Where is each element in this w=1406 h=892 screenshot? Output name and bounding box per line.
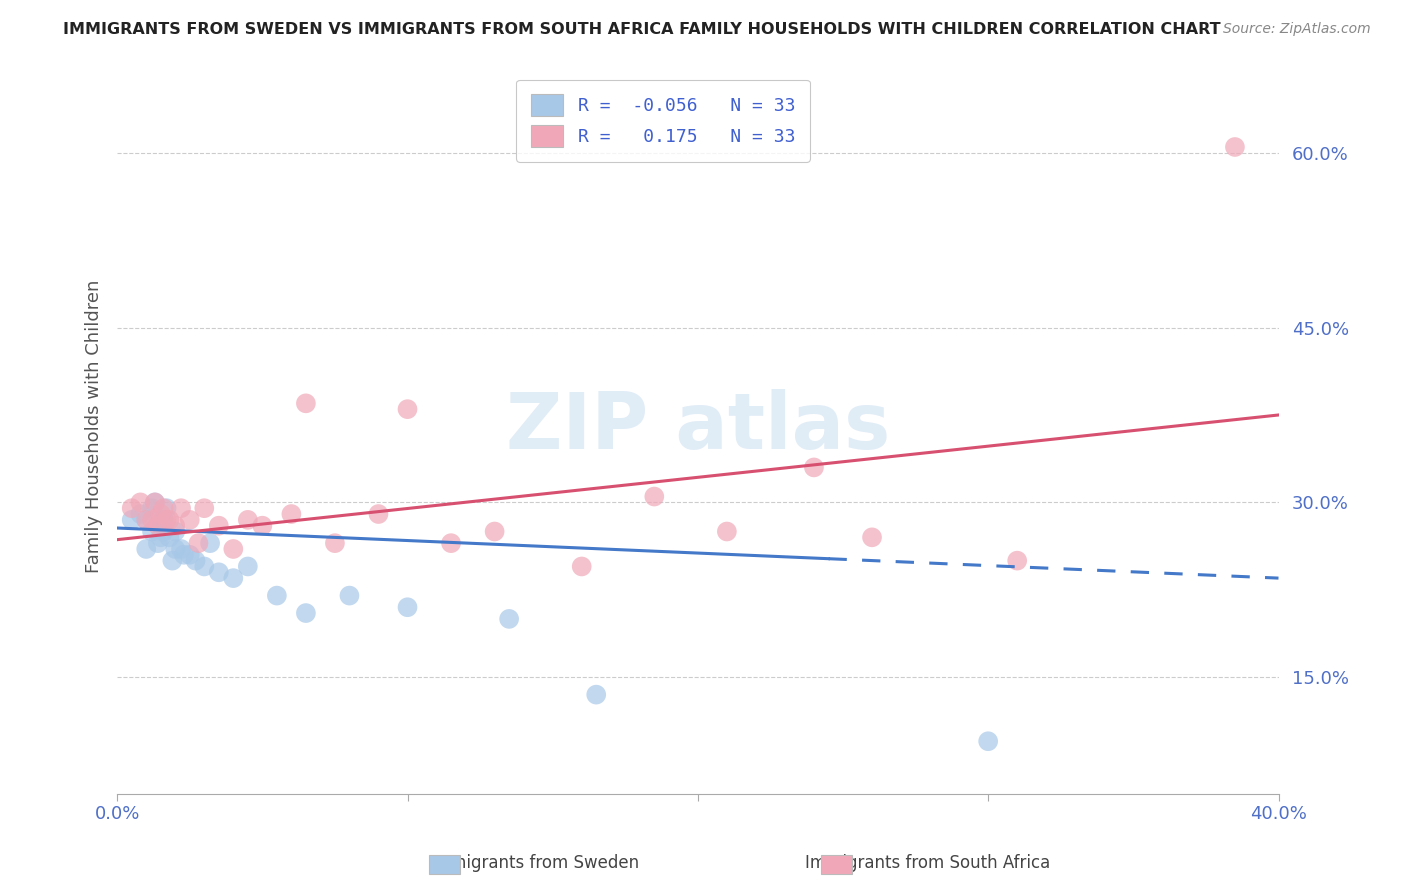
Point [222,571,245,585]
Point [208,518,231,533]
Point [193,559,215,574]
Y-axis label: Family Households with Children: Family Households with Children [86,280,103,574]
Point [149,507,172,521]
Point [143,495,166,509]
Legend: R =  -0.056   N = 33, R =   0.175   N = 33: R = -0.056 N = 33, R = 0.175 N = 33 [516,79,810,161]
Point [135,513,157,527]
Text: IMMIGRANTS FROM SWEDEN VS IMMIGRANTS FROM SOUTH AFRICA FAMILY HOUSEHOLDS WITH CH: IMMIGRANTS FROM SWEDEN VS IMMIGRANTS FRO… [63,22,1220,37]
Point [440,536,463,550]
Point [236,513,259,527]
Point [236,559,259,574]
Text: Immigrants from South Africa: Immigrants from South Africa [806,855,1050,872]
Point [295,606,318,620]
Point [179,513,201,527]
Point [187,536,209,550]
Point [155,501,177,516]
Text: Source: ZipAtlas.com: Source: ZipAtlas.com [1223,22,1371,37]
Point [121,513,143,527]
Point [208,566,231,580]
Point [152,524,174,539]
Point [1223,140,1246,154]
Point [159,513,181,527]
Point [367,507,389,521]
Point [571,559,593,574]
Point [152,513,174,527]
Point [162,554,184,568]
Point [170,501,193,516]
Point [977,734,1000,748]
Point [170,541,193,556]
Point [165,524,187,539]
Point [143,495,166,509]
Point [323,536,346,550]
Point [184,554,207,568]
Point [339,589,361,603]
Point [1005,554,1028,568]
Point [716,524,738,539]
Point [129,495,152,509]
Point [159,530,181,544]
Point [643,490,665,504]
Point [252,518,274,533]
Point [135,513,157,527]
Point [396,600,419,615]
Point [484,524,506,539]
Point [141,501,163,516]
Point [280,507,302,521]
Point [152,501,174,516]
Point [165,541,187,556]
Point [179,548,201,562]
Point [165,518,187,533]
Point [155,513,177,527]
Point [141,513,163,527]
Text: Immigrants from Sweden: Immigrants from Sweden [429,855,640,872]
Point [295,396,318,410]
Point [121,501,143,516]
Point [129,507,152,521]
Point [860,530,883,544]
Point [585,688,607,702]
Point [149,530,172,544]
Point [396,402,419,417]
Point [141,524,163,539]
Point [193,501,215,516]
Point [198,536,221,550]
Point [222,541,245,556]
Point [146,536,169,550]
Point [135,541,157,556]
Point [173,548,195,562]
Text: ZIP atlas: ZIP atlas [506,389,890,465]
Point [498,612,520,626]
Point [266,589,288,603]
Point [149,518,172,533]
Point [803,460,825,475]
Point [146,518,169,533]
